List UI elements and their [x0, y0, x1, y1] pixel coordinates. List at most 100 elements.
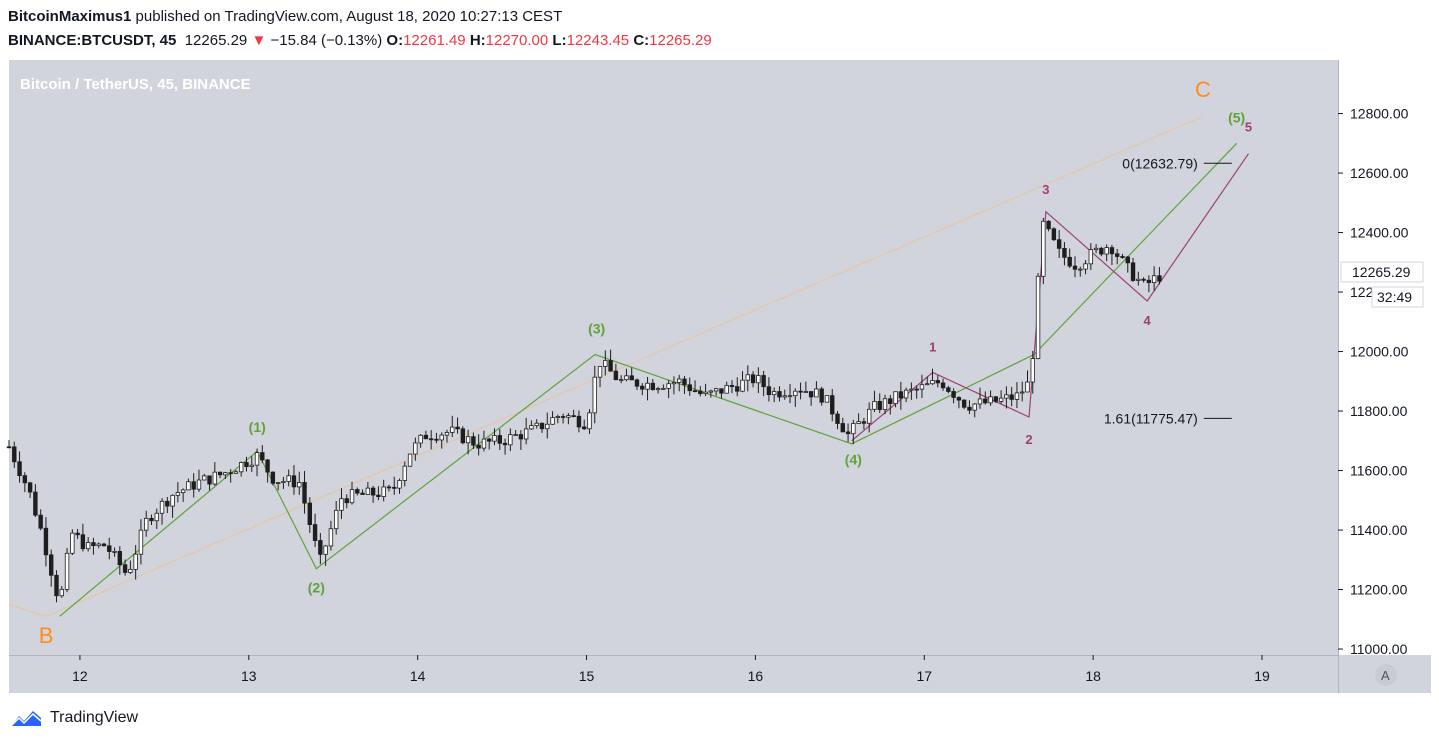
x-tick-label: 15: [579, 668, 595, 684]
chart-pane[interactable]: [9, 60, 1338, 655]
y-axis-ticks: 11000.00 11200.00 11400.00 11600.00 11800.00…: [1338, 106, 1409, 657]
candle-body: [281, 480, 286, 483]
candle-body: [159, 500, 165, 514]
candle-body: [872, 401, 877, 410]
candle-body: [1004, 394, 1009, 399]
candle-body: [766, 386, 772, 396]
last-price-marker: 12265.29 32:49: [1340, 261, 1424, 308]
candle-body: [413, 442, 418, 455]
candle-body: [138, 529, 144, 555]
candle-body: [782, 395, 787, 398]
candle-body: [260, 452, 265, 461]
auto-scale-button[interactable]: A: [1375, 664, 1397, 686]
candle-body: [128, 568, 133, 573]
candle-body: [43, 527, 49, 556]
candle-body: [713, 388, 719, 392]
candle-body: [545, 423, 550, 430]
price-chart[interactable]: Bitcoin / TetherUS, 45, BINANCE (1) (2) (3…: [0, 0, 1439, 700]
candle-body: [692, 390, 698, 393]
candle-body: [1130, 262, 1136, 281]
wave-purple-label: 1: [929, 340, 936, 355]
candle-body: [940, 382, 946, 389]
candle-body: [265, 459, 270, 473]
candle-body: [687, 384, 692, 392]
candle-body: [418, 434, 423, 444]
x-tick-label: 16: [748, 668, 764, 684]
candle-body: [302, 482, 307, 504]
price-change: −15.84 (−0.13%): [270, 32, 383, 49]
candle-body: [291, 475, 297, 488]
candle-body: [993, 396, 999, 402]
candle-body: [777, 391, 782, 398]
wave-green-label: (5): [1228, 109, 1245, 125]
candle-body: [566, 415, 571, 418]
price-axis[interactable]: [1338, 60, 1431, 655]
candle-body: [998, 397, 1004, 402]
auto-scale-circle[interactable]: [1375, 664, 1397, 686]
candle-body: [33, 491, 38, 516]
candle-body: [328, 528, 334, 547]
fib-levels: 0(12632.79) 1.61(11775.47): [1104, 155, 1232, 426]
candle-body: [502, 442, 508, 446]
y-tick-label: 12600.00: [1350, 165, 1409, 181]
candle-body: [402, 465, 407, 481]
candle-body: [244, 462, 249, 467]
candle-body: [555, 416, 561, 418]
x-tick-label: 13: [241, 668, 257, 684]
candle-body: [481, 438, 487, 449]
candle-body: [946, 387, 951, 392]
candle-body: [376, 494, 381, 497]
candle-body: [740, 379, 745, 392]
candle-body: [893, 391, 898, 404]
candle-body: [450, 426, 455, 433]
candle-body: [22, 475, 28, 484]
candle-body: [392, 486, 397, 489]
y-tick-label: 11400.00: [1350, 522, 1408, 538]
candle-body: [191, 481, 196, 490]
candle-body: [560, 416, 566, 418]
candle-body: [750, 374, 756, 384]
candles-layer: [6, 217, 1162, 603]
candle-body: [312, 524, 318, 541]
y-tick-label: 11200.00: [1350, 582, 1408, 598]
candle-body: [6, 446, 12, 449]
candle-body: [592, 376, 597, 414]
candle-body: [866, 408, 872, 424]
author-name[interactable]: BitcoinMaximus1: [8, 8, 132, 25]
candle-body: [603, 360, 608, 367]
candle-body: [254, 452, 260, 466]
candle-body: [233, 471, 239, 474]
candle-body: [824, 395, 830, 403]
wave-purple-label: 4: [1144, 313, 1152, 328]
tradingview-logo[interactable]: TradingView: [8, 708, 138, 728]
candle-body: [539, 422, 545, 430]
candle-body: [655, 388, 661, 391]
candle-body: [202, 475, 207, 481]
candle-body: [1141, 278, 1146, 281]
candle-body: [180, 489, 186, 493]
candle-body: [518, 434, 524, 440]
candle-body: [1151, 275, 1157, 284]
candle-body: [165, 500, 170, 507]
candle-body: [523, 428, 529, 440]
candle-body: [671, 382, 677, 385]
candle-body: [1125, 256, 1130, 264]
candle-body: [117, 551, 123, 566]
candle-body: [771, 391, 777, 396]
open-label: O:: [386, 32, 404, 49]
candle-body: [186, 481, 191, 491]
candle-body: [793, 390, 798, 397]
candle-body: [170, 494, 175, 507]
candle-body: [729, 385, 735, 388]
y-tick-label: 12000.00: [1350, 344, 1409, 360]
candle-body: [745, 374, 751, 381]
candle-body: [703, 391, 708, 395]
close-value: 12265.29: [649, 32, 712, 49]
countdown-label: 32:49: [1377, 289, 1412, 305]
candle-body: [756, 375, 761, 384]
time-axis[interactable]: [9, 655, 1338, 693]
auto-scale-label[interactable]: A: [1381, 668, 1390, 683]
low-label: L:: [552, 32, 567, 49]
candle-body: [629, 375, 634, 381]
candle-body: [1083, 263, 1088, 270]
